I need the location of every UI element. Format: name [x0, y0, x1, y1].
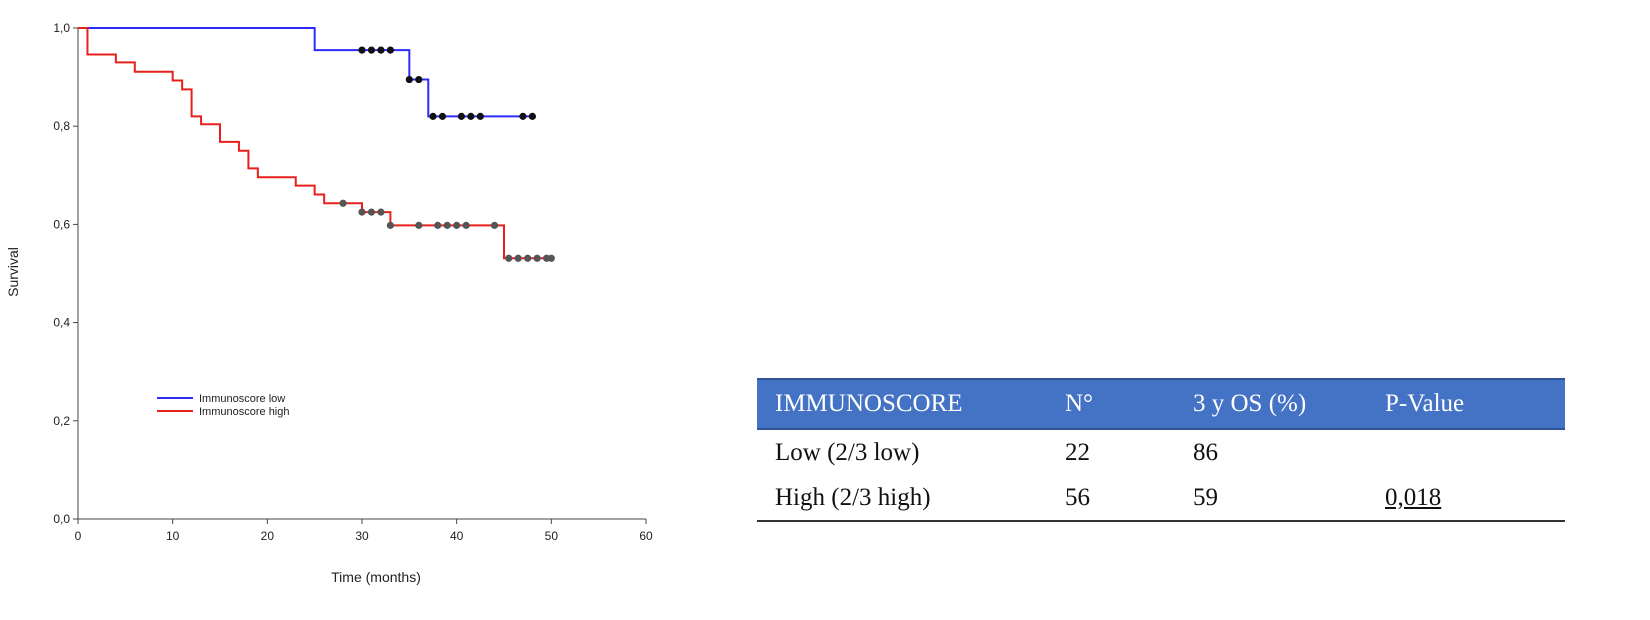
x-tick-label: 20 — [261, 529, 275, 543]
censor-mark — [453, 221, 461, 229]
y-tick-label: 0,4 — [53, 316, 70, 330]
censor-mark — [377, 46, 385, 54]
legend-label: Immunoscore high — [199, 406, 290, 418]
cell-p-value — [1385, 429, 1565, 475]
censor-mark — [505, 254, 513, 262]
censor-mark — [490, 221, 499, 229]
x-tick-label: 0 — [75, 529, 82, 543]
y-axis-label: Survival — [5, 247, 21, 297]
y-tick-label: 1,0 — [53, 21, 70, 35]
censor-mark — [358, 208, 366, 216]
censor-mark — [514, 254, 522, 262]
censor-mark — [415, 221, 423, 229]
table-row: Low (2/3 low) 22 86 — [757, 429, 1565, 475]
cell-n: 56 — [1065, 475, 1193, 522]
results-table: IMMUNOSCORE N° 3 y OS (%) P-Value Low (2… — [757, 378, 1565, 522]
survival-curve — [78, 27, 533, 118]
y-tick-label: 0,6 — [53, 217, 70, 231]
x-tick-label: 30 — [355, 529, 369, 543]
km-survival-chart: 0,0 0,2 0,4 0,6 0,8 1,0 0 10 20 30 40 50 60 Surviva… — [5, 21, 653, 585]
cell-3y-os: 86 — [1193, 438, 1218, 466]
censor-mark — [476, 112, 484, 120]
y-ticks: 0,0 0,2 0,4 0,6 0,8 1,0 — [53, 21, 78, 526]
header-immunoscore: IMMUNOSCORE — [757, 378, 1065, 430]
censor-mark — [524, 254, 532, 262]
cell-p-value: 0,018 — [1385, 475, 1565, 522]
censor-mark — [405, 75, 413, 84]
series-immunoscore-high — [78, 27, 555, 262]
series-immunoscore-low — [78, 27, 537, 120]
series-layer — [78, 27, 555, 262]
censor-mark — [467, 112, 475, 120]
censor-mark — [443, 221, 451, 229]
censor-mark — [533, 254, 541, 262]
x-axis-label: Time (months) — [331, 569, 421, 585]
censor-mark — [457, 112, 465, 120]
censor-mark — [462, 221, 470, 229]
header-n: N° — [1065, 378, 1193, 430]
x-tick-label: 10 — [166, 529, 180, 543]
p-value-text: 0,018 — [1385, 483, 1442, 511]
x-tick-label: 40 — [450, 529, 464, 543]
censor-mark — [367, 46, 376, 54]
censor-mark — [434, 221, 442, 229]
y-tick-label: 0,0 — [53, 512, 70, 526]
survival-curve — [78, 27, 552, 260]
cell-n: 22 — [1065, 438, 1090, 466]
censor-mark — [367, 208, 376, 216]
x-tick-label: 60 — [639, 529, 653, 543]
censor-mark — [415, 75, 423, 84]
y-tick-label: 0,8 — [53, 119, 70, 133]
censor-mark — [377, 208, 385, 216]
chart-axes — [77, 28, 646, 520]
censor-mark — [358, 46, 366, 54]
censor-mark — [438, 112, 447, 120]
censor-mark — [519, 112, 527, 120]
cell-group: Low (2/3 low) — [775, 438, 920, 466]
header-p-value: P-Value — [1385, 378, 1565, 430]
table-header-row: IMMUNOSCORE N° 3 y OS (%) P-Value — [757, 378, 1565, 430]
x-tick-label: 50 — [545, 529, 559, 543]
cell-3y-os: 59 — [1193, 475, 1385, 522]
x-ticks: 0 10 20 30 40 50 60 — [75, 519, 653, 543]
legend-label: Immunoscore low — [199, 393, 285, 405]
table-row: High (2/3 high) 56 59 0,018 — [757, 475, 1565, 522]
censor-mark — [386, 46, 394, 54]
censor-mark — [547, 254, 555, 262]
censor-mark — [528, 112, 537, 120]
y-tick-label: 0,2 — [53, 414, 70, 428]
censor-mark — [386, 221, 394, 229]
header-3y-os: 3 y OS (%) — [1193, 378, 1385, 430]
censor-mark — [339, 199, 347, 207]
censor-mark — [429, 112, 437, 120]
cell-group: High (2/3 high) — [757, 475, 1065, 522]
